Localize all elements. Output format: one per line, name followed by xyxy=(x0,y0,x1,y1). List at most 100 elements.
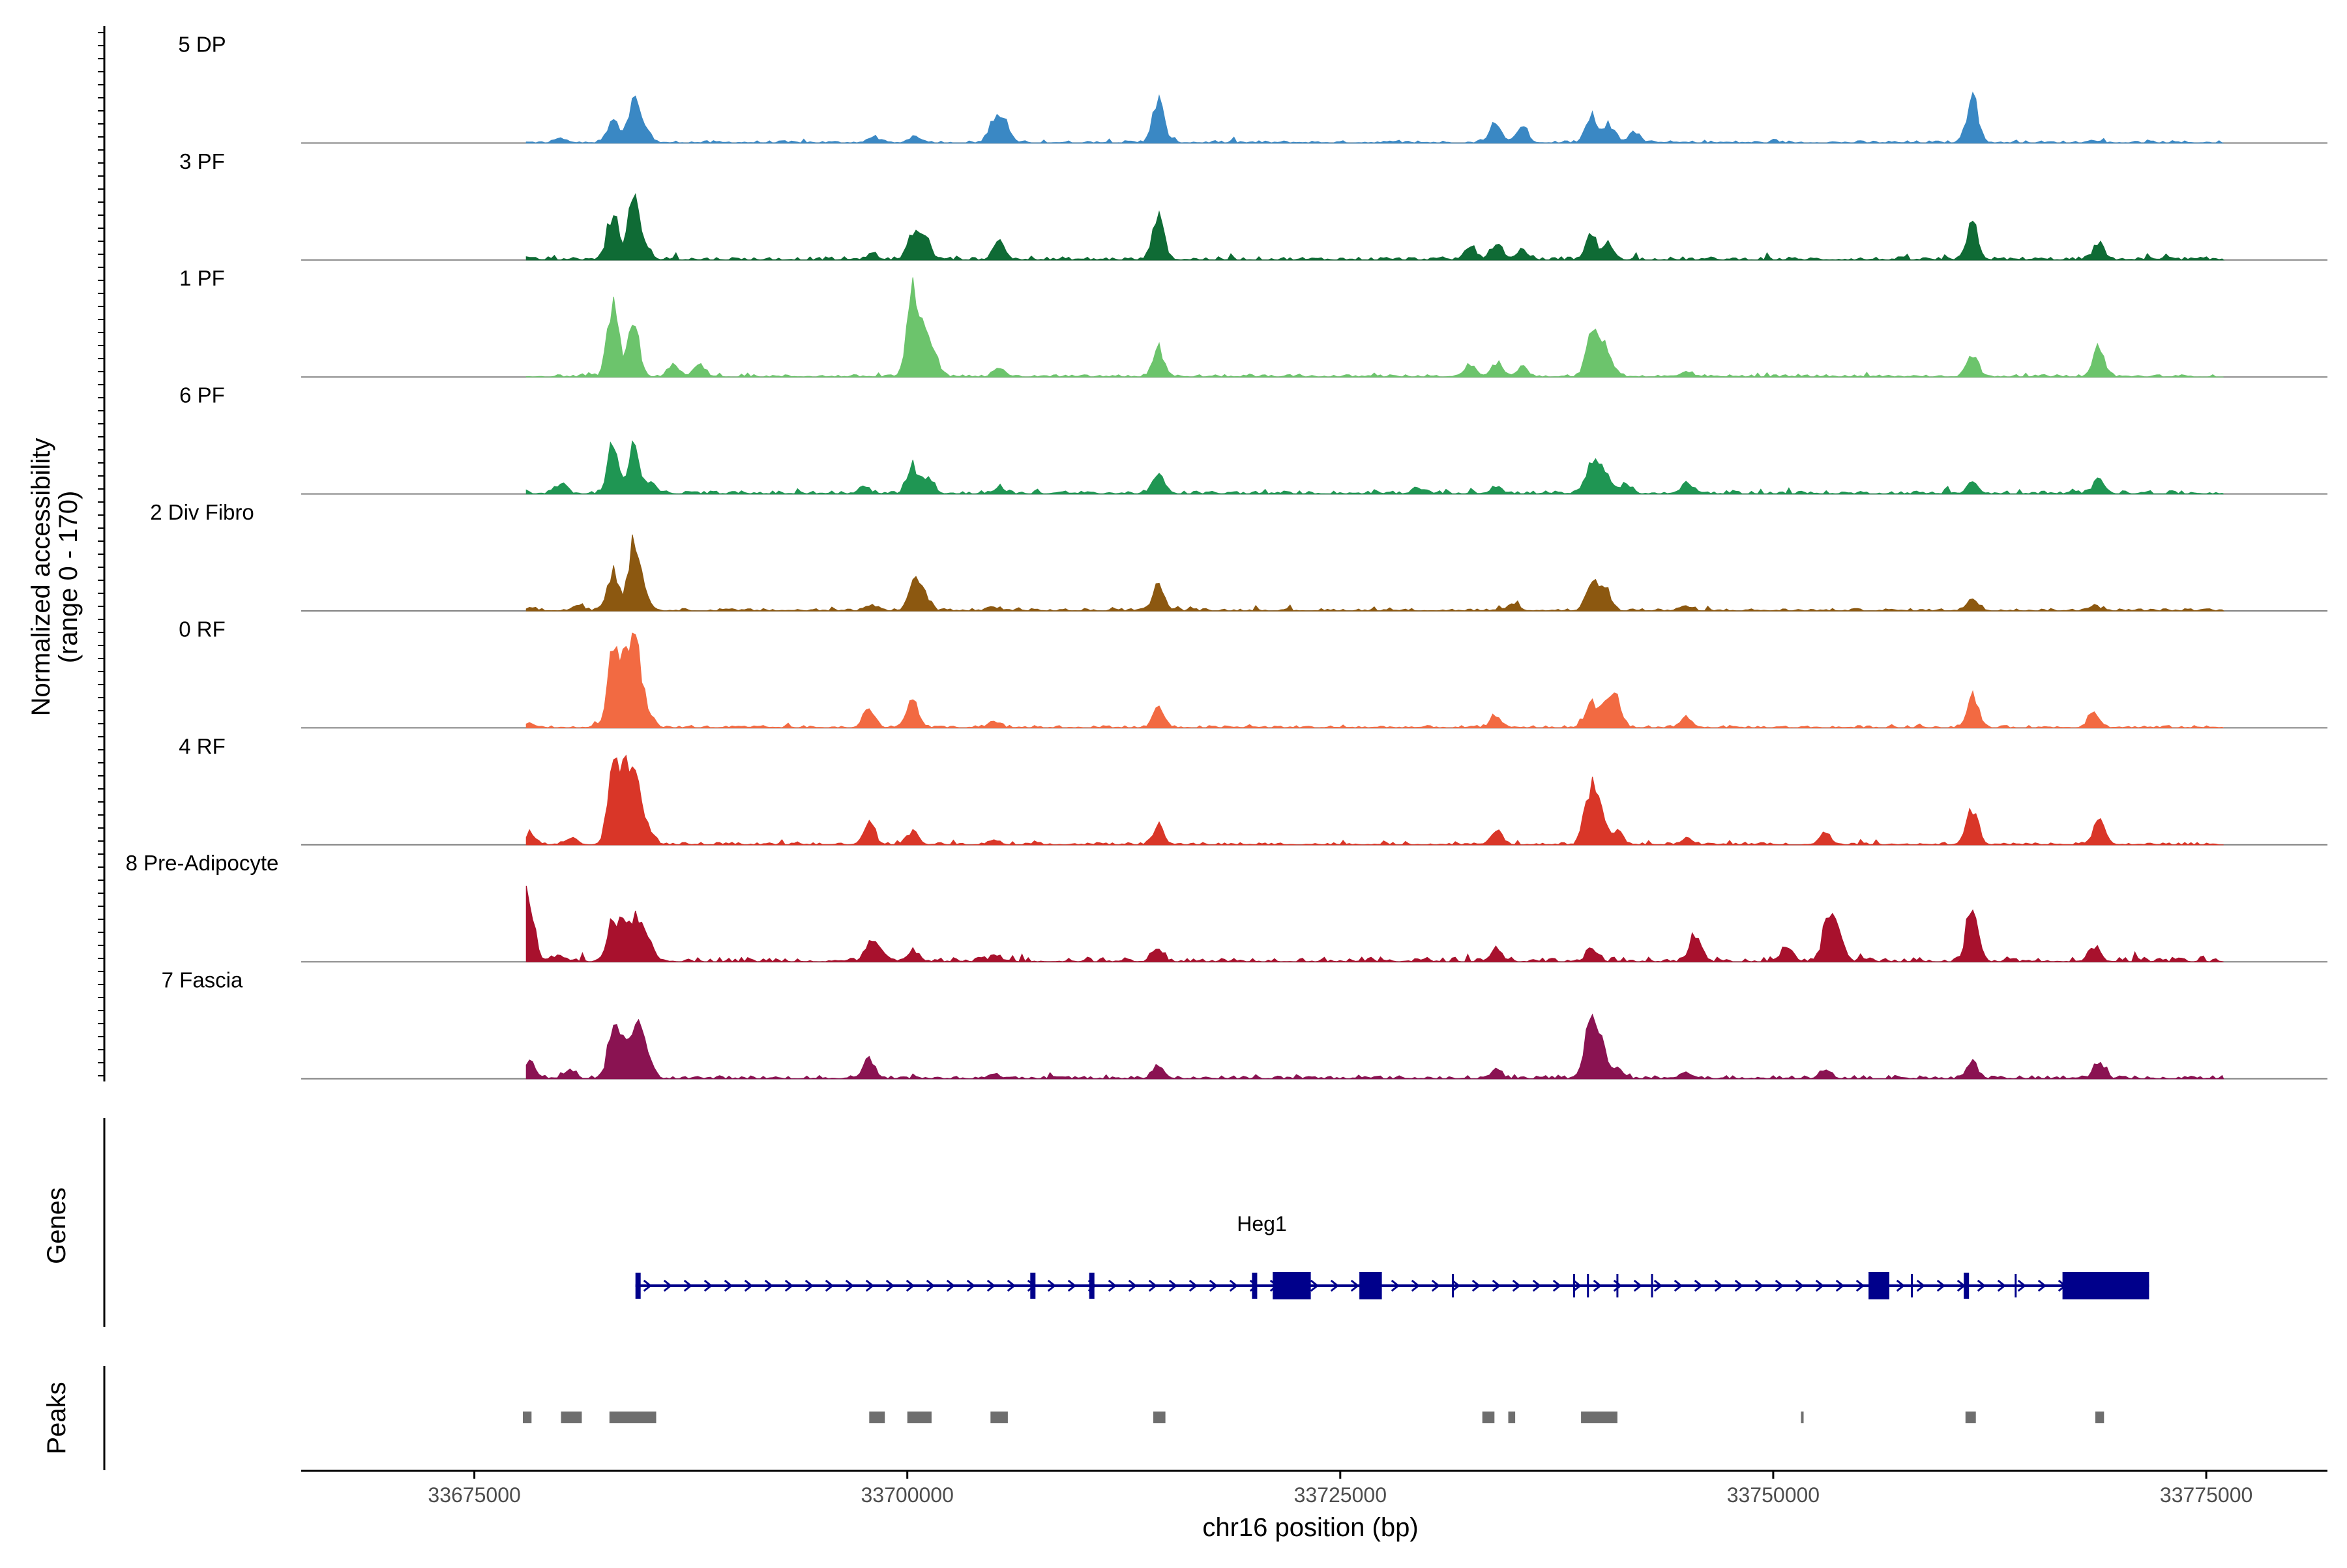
gene-direction-arrow xyxy=(1997,1279,2007,1292)
gene-direction-arrow xyxy=(946,1279,956,1292)
coverage-area xyxy=(525,277,2224,377)
x-tick-label: 33775000 xyxy=(2160,1483,2252,1507)
x-tick-label: 33700000 xyxy=(861,1483,954,1507)
peak-region xyxy=(907,1412,932,1423)
peak-region xyxy=(609,1412,657,1423)
coverage-track: 8 Pre-Adipocyte xyxy=(126,851,2327,963)
gene-direction-arrow xyxy=(1633,1279,1643,1292)
track-label: 6 PF xyxy=(179,383,225,407)
coverage-area xyxy=(525,193,2225,261)
coverage-area xyxy=(525,754,2224,846)
gene-exon xyxy=(1964,1273,1970,1299)
track-label: 2 Div Fibro xyxy=(150,500,254,524)
gene-direction-arrow xyxy=(764,1279,774,1292)
gene-direction-arrow xyxy=(986,1279,996,1292)
coverage-track: 4 RF xyxy=(179,734,2327,846)
gene-direction-arrow xyxy=(1512,1279,1522,1292)
gene-direction-arrow xyxy=(1188,1279,1198,1292)
gene-direction-arrow xyxy=(865,1279,875,1292)
gene-direction-arrow xyxy=(1492,1279,1501,1292)
track-label: 0 RF xyxy=(179,617,226,641)
gene-direction-arrow xyxy=(845,1279,855,1292)
gene-direction-arrow xyxy=(1391,1279,1400,1292)
gene-direction-arrow xyxy=(1411,1279,1421,1292)
gene-direction-arrow xyxy=(1229,1279,1239,1292)
track-label: 7 Fascia xyxy=(162,968,243,992)
gene-direction-arrow xyxy=(724,1279,733,1292)
gene-direction-arrow xyxy=(703,1279,713,1292)
gene-direction-arrow xyxy=(1572,1279,1582,1292)
gene-direction-arrow xyxy=(1795,1279,1805,1292)
x-tick-label: 33750000 xyxy=(1727,1483,1820,1507)
genes-track-label: Genes xyxy=(42,1187,71,1264)
coverage-track: 5 DP xyxy=(178,32,2327,144)
gene-direction-arrow xyxy=(1835,1279,1845,1292)
peak-region xyxy=(2095,1412,2104,1423)
coverage-tracks: 5 DP 3 PF 1 PF 6 PF 2 Div Fibro 0 RF 4 RF 8 Pre… xyxy=(126,32,2327,1080)
track-label: 8 Pre-Adipocyte xyxy=(126,851,279,875)
gene-exon xyxy=(1868,1272,1889,1299)
gene-exon xyxy=(635,1273,641,1299)
gene-direction-arrow xyxy=(1209,1279,1218,1292)
peak-region xyxy=(990,1412,1008,1423)
gene-direction-arrow xyxy=(1330,1279,1340,1292)
y-axis-label-line1: Normalized accessibility xyxy=(27,438,55,717)
gene-direction-arrow xyxy=(804,1279,814,1292)
x-tick-label: 33725000 xyxy=(1294,1483,1387,1507)
coverage-area xyxy=(525,534,2225,612)
peak-region xyxy=(1153,1412,1166,1423)
gene-direction-arrow xyxy=(1047,1279,1057,1292)
track-label: 1 PF xyxy=(179,266,225,290)
gene-direction-arrow xyxy=(1108,1279,1117,1292)
gene-direction-arrow xyxy=(1148,1279,1158,1292)
peaks-track: Peaks xyxy=(42,1366,2104,1470)
gene-direction-arrow xyxy=(966,1279,976,1292)
coverage-area xyxy=(525,91,2224,144)
gene-exon xyxy=(1359,1272,1382,1299)
gene-direction-arrow xyxy=(926,1279,936,1292)
gene-exon xyxy=(1089,1273,1095,1299)
peak-region xyxy=(1965,1412,1976,1423)
gene-direction-arrow xyxy=(1067,1279,1077,1292)
coverage-track: 6 PF xyxy=(179,383,2327,495)
gene-direction-arrow xyxy=(1754,1279,1764,1292)
gene-direction-arrow xyxy=(1775,1279,1784,1292)
gene-direction-arrow xyxy=(683,1279,693,1292)
coverage-track: 1 PF xyxy=(179,266,2327,378)
gene-direction-arrow xyxy=(1714,1279,1724,1292)
gene-direction-arrow xyxy=(2017,1279,2027,1292)
gene-direction-arrow xyxy=(643,1279,653,1292)
track-label: 5 DP xyxy=(178,32,226,56)
x-axis: chr16 position (bp) 33675000 33700000 3372… xyxy=(301,1470,2327,1542)
gene-direction-arrow xyxy=(784,1279,794,1292)
gene-direction-arrow xyxy=(1855,1279,1865,1292)
genes-track: Genes Heg1 xyxy=(42,1118,2149,1327)
gene-direction-arrow xyxy=(1532,1279,1542,1292)
gene-direction-arrow xyxy=(1653,1279,1663,1292)
track-label: 3 PF xyxy=(179,149,225,173)
x-tick-label: 33675000 xyxy=(428,1483,520,1507)
gene-direction-arrow xyxy=(1896,1279,1906,1292)
gene-exon xyxy=(1252,1273,1258,1299)
gene-direction-arrow xyxy=(1815,1279,1825,1292)
gene-direction-arrow xyxy=(1977,1279,1986,1292)
peak-region xyxy=(1508,1412,1516,1423)
track-label: 4 RF xyxy=(179,734,226,758)
peak-region xyxy=(523,1412,532,1423)
gene-direction-arrow xyxy=(1350,1279,1360,1292)
gene-exon xyxy=(1273,1272,1311,1299)
gene-direction-arrow xyxy=(2037,1279,2047,1292)
coverage-area xyxy=(525,1013,2224,1080)
gene-exon xyxy=(2062,1272,2149,1299)
coverage-track: 7 Fascia xyxy=(162,968,2327,1080)
gene-direction-arrow xyxy=(1128,1279,1138,1292)
y-axis-label-line2: (range 0 - 170) xyxy=(54,491,83,664)
peak-region xyxy=(561,1412,582,1423)
peak-region xyxy=(1581,1412,1617,1423)
gene-direction-arrow xyxy=(1168,1279,1178,1292)
peak-region xyxy=(1801,1412,1804,1423)
gene-direction-arrow xyxy=(885,1279,895,1292)
coverage-track: 3 PF xyxy=(179,149,2327,261)
gene-direction-arrow xyxy=(1613,1279,1623,1292)
